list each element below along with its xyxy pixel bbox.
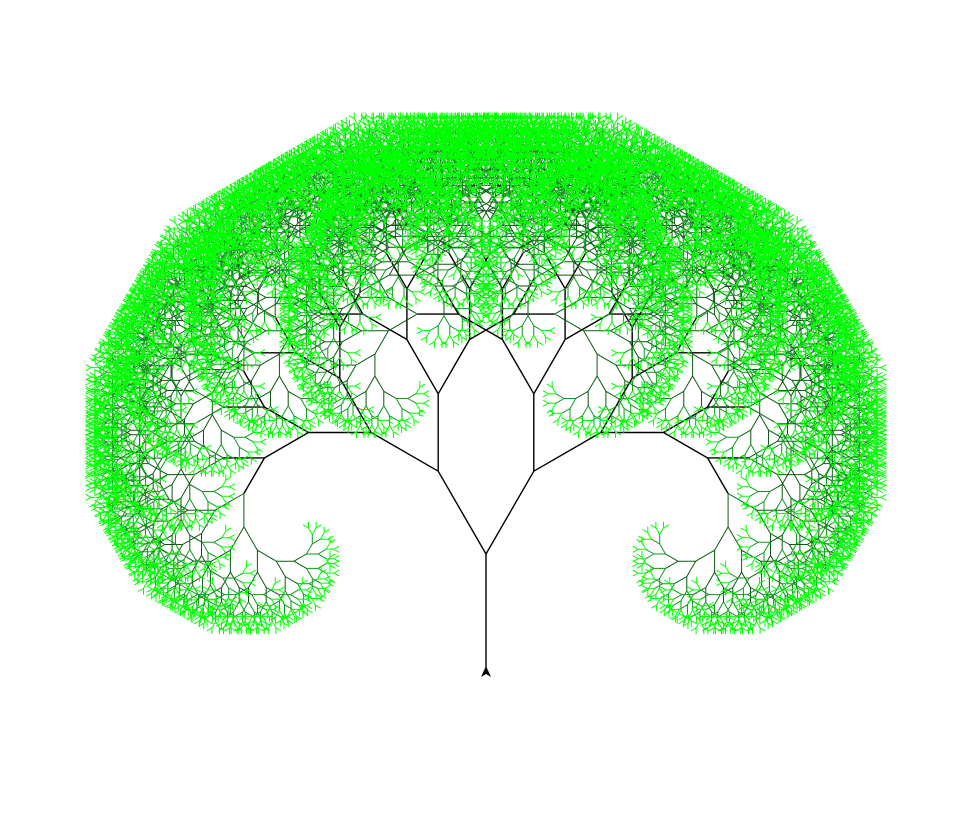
- arrowhead-cursor-icon: [481, 666, 491, 677]
- tree-branches: [85, 112, 887, 672]
- branch-layer-3: [85, 112, 887, 635]
